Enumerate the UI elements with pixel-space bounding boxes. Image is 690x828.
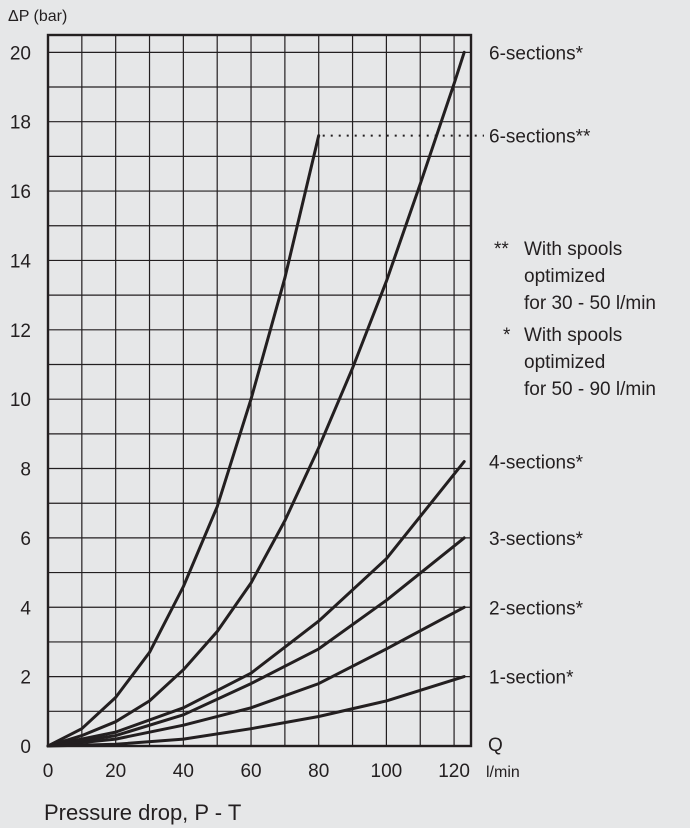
y-tick-labels: 0 2 4 6 8 10 12 14 16 18 20	[10, 43, 32, 758]
x-tick-label: 120	[438, 761, 470, 782]
chart-title: Pressure drop, P - T	[44, 800, 241, 825]
y-tick-label: 8	[20, 460, 31, 481]
y-tick-label: 6	[20, 529, 31, 550]
y-tick-label: 10	[10, 390, 31, 411]
note-single-star: * With spools optimized for 50 - 90 l/mi…	[503, 325, 656, 400]
y-tick-label: 2	[20, 668, 31, 689]
x-tick-label: 40	[173, 761, 194, 782]
y-axis-title: ΔP (bar)	[8, 8, 67, 25]
x-tick-label: 80	[308, 761, 329, 782]
svg-text:With spools: With spools	[524, 239, 622, 260]
series-line3-sections-one-star	[46, 536, 466, 748]
x-axis-end-label: Q	[488, 735, 503, 756]
x-tick-label: 20	[105, 761, 126, 782]
svg-text:for 30 - 50 l/min: for 30 - 50 l/min	[524, 293, 656, 314]
x-tick-label: 60	[240, 761, 261, 782]
y-tick-label: 12	[10, 321, 31, 342]
series-label: 6-sections**	[489, 127, 591, 148]
y-tick-label: 16	[10, 182, 31, 203]
svg-text:With spools: With spools	[524, 325, 622, 346]
series-label: 4-sections*	[489, 453, 584, 474]
note-double-star: ** With spools optimized for 30 - 50 l/m…	[494, 239, 656, 314]
series-label: 1-section*	[489, 668, 574, 689]
x-tick-labels: 0 20 40 60 80 100 120	[43, 761, 470, 782]
y-tick-label: 4	[20, 598, 31, 619]
series-label: 2-sections*	[489, 598, 584, 619]
svg-text:optimized: optimized	[524, 352, 605, 373]
x-tick-label: 100	[371, 761, 403, 782]
series-labels: 6-sections** 6-sections* 4-sections* 3-sect…	[489, 43, 591, 688]
series-line6-sections-two-star	[46, 134, 321, 748]
grid-lines	[48, 35, 471, 746]
series-line6-sections-one-star	[46, 50, 466, 748]
svg-text:*: *	[503, 325, 511, 346]
y-tick-label: 18	[10, 113, 31, 134]
series-line2-sections-one-star	[46, 605, 466, 748]
x-axis-unit: l/min	[486, 764, 520, 781]
y-tick-label: 20	[10, 43, 31, 64]
series-line1-section-one-star	[46, 675, 466, 748]
svg-text:**: **	[494, 239, 509, 260]
svg-text:optimized: optimized	[524, 266, 605, 287]
x-tick-label: 0	[43, 761, 54, 782]
series-line4-sections-one-star	[46, 460, 466, 748]
svg-text:for 50 - 90 l/min: for 50 - 90 l/min	[524, 379, 656, 400]
y-tick-label: 14	[10, 251, 32, 272]
plot-frame	[46, 33, 473, 748]
series-label: 6-sections*	[489, 43, 584, 64]
y-tick-label: 0	[20, 737, 31, 758]
series-lines	[46, 50, 466, 748]
series-label: 3-sections*	[489, 529, 584, 550]
